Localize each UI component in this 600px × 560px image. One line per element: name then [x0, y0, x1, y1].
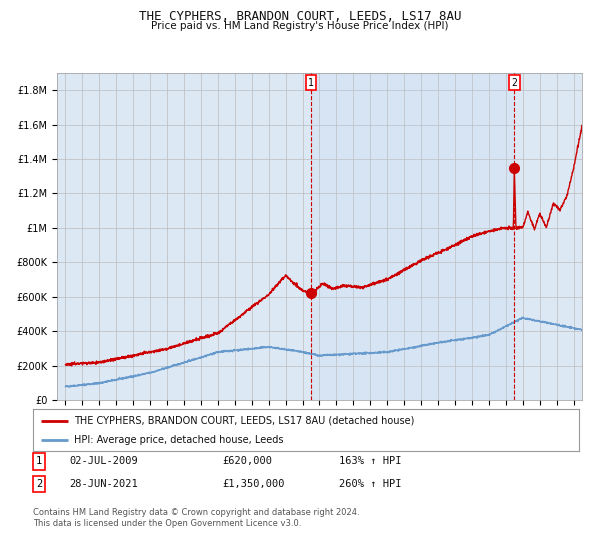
Text: HPI: Average price, detached house, Leeds: HPI: Average price, detached house, Leed… — [74, 435, 283, 445]
Text: £1,350,000: £1,350,000 — [222, 479, 284, 489]
Text: 2: 2 — [36, 479, 42, 489]
Text: £620,000: £620,000 — [222, 456, 272, 466]
Text: THE CYPHERS, BRANDON COURT, LEEDS, LS17 8AU: THE CYPHERS, BRANDON COURT, LEEDS, LS17 … — [139, 10, 461, 22]
Bar — [311, 73, 514, 400]
Text: 1: 1 — [36, 456, 42, 466]
Text: THE CYPHERS, BRANDON COURT, LEEDS, LS17 8AU (detached house): THE CYPHERS, BRANDON COURT, LEEDS, LS17 … — [74, 416, 415, 426]
Text: Contains HM Land Registry data © Crown copyright and database right 2024.
This d: Contains HM Land Registry data © Crown c… — [33, 508, 359, 528]
Text: 163% ↑ HPI: 163% ↑ HPI — [339, 456, 401, 466]
Text: 2: 2 — [511, 78, 517, 88]
Text: 1: 1 — [308, 78, 314, 88]
Text: Price paid vs. HM Land Registry's House Price Index (HPI): Price paid vs. HM Land Registry's House … — [151, 21, 449, 31]
Text: 02-JUL-2009: 02-JUL-2009 — [69, 456, 138, 466]
Text: 260% ↑ HPI: 260% ↑ HPI — [339, 479, 401, 489]
Text: 28-JUN-2021: 28-JUN-2021 — [69, 479, 138, 489]
